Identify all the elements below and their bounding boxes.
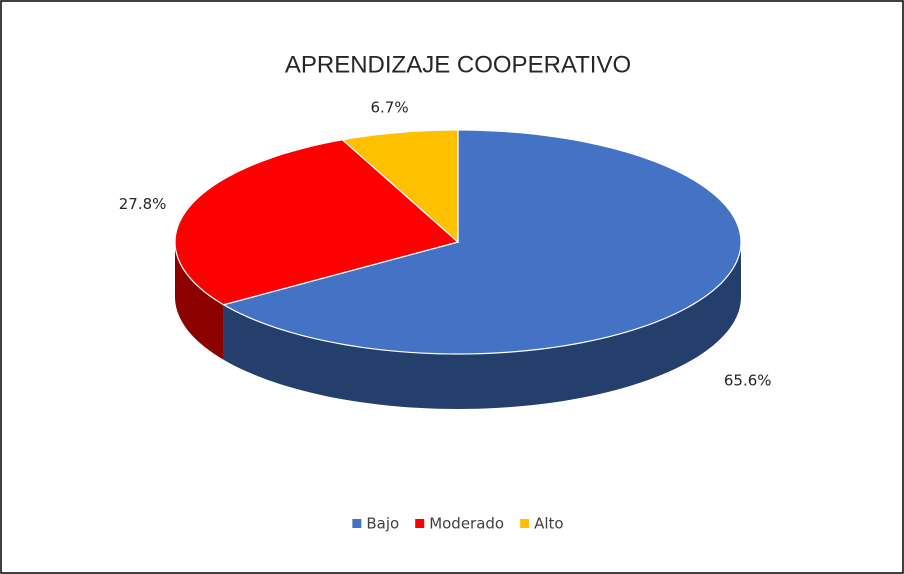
pie-slice (222, 129, 742, 355)
legend-label: Bajo (366, 515, 399, 533)
data-label: 65.6% (724, 372, 772, 390)
data-label: 6.7% (370, 99, 408, 117)
pie-slice (341, 129, 459, 244)
legend-swatch (352, 519, 362, 528)
legend-label: Alto (534, 515, 564, 533)
legend-swatch (520, 519, 530, 528)
chart-title: APRENDIZAJE COOPERATIVO (285, 51, 631, 78)
pie-slice (174, 139, 460, 306)
legend-swatch (415, 519, 425, 528)
data-label: 27.8% (119, 195, 167, 213)
legend-label: Moderado (429, 515, 504, 533)
pie-side (223, 242, 741, 409)
pie-side (175, 242, 224, 360)
